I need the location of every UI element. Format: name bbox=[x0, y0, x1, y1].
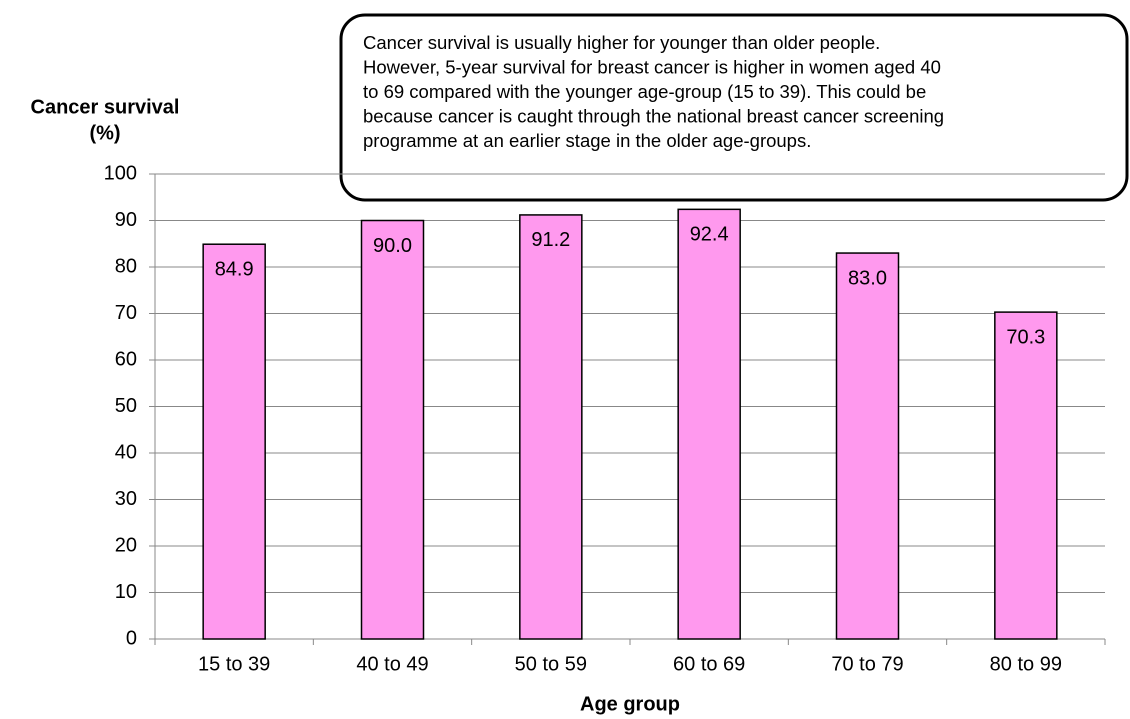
x-tick-label: 70 to 79 bbox=[831, 653, 903, 675]
data-label: 70.3 bbox=[1006, 326, 1045, 348]
y-tick-label: 30 bbox=[115, 488, 137, 510]
annotation: Cancer survival is usually higher for yo… bbox=[363, 32, 880, 53]
y-axis-title: Cancer survival bbox=[31, 96, 180, 118]
y-tick-label: 0 bbox=[126, 627, 137, 649]
x-tick-label: 15 to 39 bbox=[198, 653, 270, 675]
y-tick-label: 60 bbox=[115, 348, 137, 370]
y-axis-title: (%) bbox=[89, 122, 120, 144]
data-label: 91.2 bbox=[531, 229, 570, 251]
bar bbox=[677, 208, 741, 640]
bar bbox=[202, 243, 266, 640]
y-tick-label: 100 bbox=[104, 162, 137, 184]
annotation: to 69 compared with the younger age-grou… bbox=[363, 81, 926, 102]
y-tick-label: 70 bbox=[115, 302, 137, 324]
bar bbox=[994, 311, 1058, 640]
bar bbox=[360, 219, 425, 640]
data-label: 83.0 bbox=[848, 267, 887, 289]
annotation: programme at an earlier stage in the old… bbox=[363, 130, 811, 151]
annotation: because cancer is caught through the nat… bbox=[363, 105, 944, 126]
y-tick-label: 80 bbox=[115, 255, 137, 277]
y-tick-label: 20 bbox=[115, 534, 137, 556]
y-tick-label: 10 bbox=[115, 581, 137, 603]
y-tick-label: 40 bbox=[115, 441, 137, 463]
bar bbox=[519, 214, 583, 640]
data-label: 92.4 bbox=[690, 224, 729, 246]
x-tick-label: 60 to 69 bbox=[673, 653, 745, 675]
data-label: 90.0 bbox=[373, 235, 412, 257]
y-tick-label: 90 bbox=[115, 209, 137, 231]
annotation: However, 5-year survival for breast canc… bbox=[363, 56, 941, 77]
x-tick-label: 40 to 49 bbox=[356, 653, 428, 675]
x-tick-label: 80 to 99 bbox=[990, 653, 1062, 675]
x-axis-title: Age group bbox=[580, 693, 680, 715]
callout-box bbox=[339, 13, 1129, 202]
x-tick-label: 50 to 59 bbox=[515, 653, 587, 675]
y-tick-label: 50 bbox=[115, 395, 137, 417]
data-label: 84.9 bbox=[215, 258, 254, 280]
bar bbox=[835, 252, 900, 640]
